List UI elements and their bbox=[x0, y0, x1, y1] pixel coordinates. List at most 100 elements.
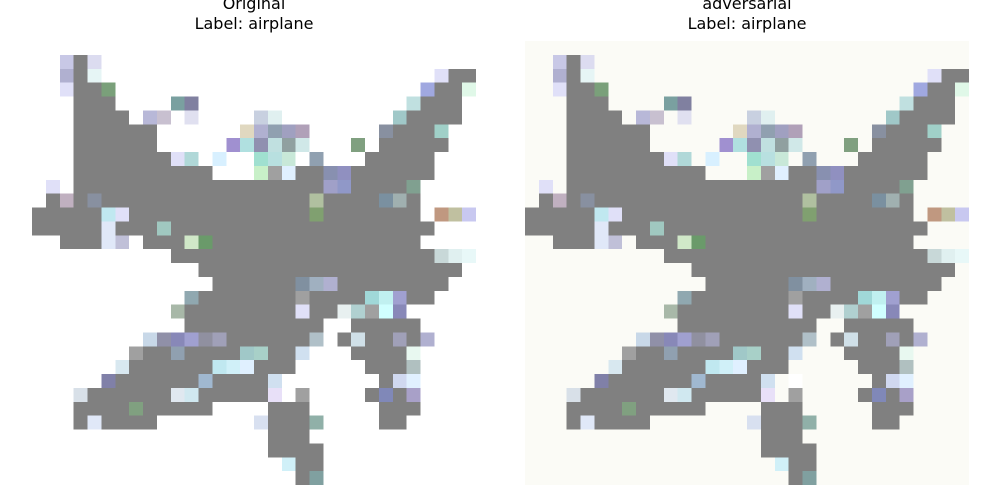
adversarial-airplane-body bbox=[566, 110, 623, 125]
original-pixel bbox=[309, 332, 324, 347]
adversarial-pixel bbox=[636, 110, 650, 125]
original-pixel bbox=[406, 179, 421, 194]
original-airplane-body bbox=[378, 401, 421, 416]
original-airplane-body bbox=[73, 152, 171, 166]
adversarial-pixel bbox=[788, 124, 803, 139]
adversarial-airplane-body bbox=[636, 346, 803, 361]
original-airplane-body bbox=[267, 401, 310, 416]
adversarial-pixel bbox=[733, 138, 747, 152]
adversarial-airplane-body bbox=[830, 332, 914, 347]
original-pixel bbox=[115, 235, 130, 250]
adversarial-pixel bbox=[899, 387, 914, 402]
adversarial-pixel bbox=[733, 124, 747, 139]
adversarial-pixel bbox=[885, 304, 900, 319]
adversarial-pixel bbox=[774, 457, 789, 472]
original-pixel bbox=[254, 346, 268, 361]
original-pixel bbox=[129, 346, 143, 361]
original-pixel bbox=[267, 124, 282, 139]
adversarial-pixel bbox=[788, 387, 803, 402]
original-label: Label: airplane bbox=[194, 14, 314, 33]
adversarial-pixel bbox=[899, 374, 914, 388]
adversarial-pixel bbox=[649, 221, 664, 236]
adversarial-pixel bbox=[802, 276, 817, 291]
adversarial-airplane-body bbox=[871, 138, 942, 152]
adversarial-airplane-body bbox=[566, 179, 747, 194]
adversarial-airplane-body bbox=[760, 415, 803, 430]
adversarial-airplane-body bbox=[566, 138, 650, 152]
adversarial-pixel bbox=[885, 290, 900, 305]
original-pixel bbox=[281, 152, 296, 166]
original-pixel bbox=[59, 68, 74, 83]
adversarial-pixel bbox=[830, 304, 845, 319]
original-pixel bbox=[170, 346, 185, 361]
original-pixel bbox=[101, 221, 116, 236]
original-pixel bbox=[295, 138, 310, 152]
adversarial-airplane-body bbox=[566, 96, 609, 111]
adversarial-pixel bbox=[774, 165, 789, 180]
adversarial-pixel bbox=[955, 207, 969, 222]
original-pixel bbox=[59, 193, 74, 208]
original-pixel bbox=[351, 138, 365, 152]
original-pixel bbox=[378, 304, 393, 319]
original-pixel bbox=[59, 82, 74, 97]
original-pixel bbox=[392, 374, 407, 388]
original-pixel bbox=[240, 138, 254, 152]
adversarial-pixel bbox=[733, 360, 747, 374]
adversarial-pixel bbox=[913, 332, 928, 347]
adversarial-pixel bbox=[802, 471, 817, 485]
original-pixel bbox=[365, 304, 379, 319]
original-pixel bbox=[392, 193, 407, 208]
original-pixel bbox=[281, 457, 296, 472]
original-pixel bbox=[406, 374, 421, 388]
adversarial-pixel bbox=[677, 290, 692, 305]
adversarial-pixel bbox=[913, 82, 928, 97]
adversarial-pixel bbox=[816, 179, 831, 194]
adversarial-pixel bbox=[802, 332, 817, 347]
original-pixel bbox=[129, 401, 143, 416]
original-airplane-body bbox=[73, 138, 157, 152]
original-airplane-body bbox=[73, 415, 157, 430]
original-pixel bbox=[406, 96, 421, 111]
original-airplane-body bbox=[73, 110, 130, 125]
adversarial-pixel bbox=[858, 304, 872, 319]
adversarial-pixel bbox=[677, 332, 692, 347]
original-pixel bbox=[212, 152, 227, 166]
original-pixel bbox=[170, 304, 185, 319]
adversarial-pixel bbox=[760, 110, 775, 125]
original-pixel bbox=[406, 346, 421, 361]
original-pixel bbox=[323, 179, 338, 194]
original-airplane-body bbox=[351, 346, 421, 361]
adversarial-pixel bbox=[705, 332, 720, 347]
adversarial-pixel bbox=[580, 193, 595, 208]
adversarial-airplane-body bbox=[913, 96, 956, 111]
original-airplane-body bbox=[420, 96, 463, 111]
original-pixel bbox=[254, 138, 268, 152]
original-airplane-body bbox=[406, 110, 463, 125]
original-pixel bbox=[337, 165, 352, 180]
original-airplane-body bbox=[73, 179, 254, 194]
adversarial-pixel bbox=[927, 68, 942, 83]
adversarial-pixel bbox=[663, 304, 678, 319]
adversarial-pixel bbox=[774, 152, 789, 166]
adversarial-pixel bbox=[733, 346, 747, 361]
adversarial-airplane-body bbox=[844, 318, 914, 333]
adversarial-airplane-body bbox=[858, 152, 928, 166]
original-airplane-body bbox=[267, 415, 310, 430]
adversarial-pixel bbox=[830, 179, 845, 194]
adversarial-pixel bbox=[608, 360, 623, 374]
adversarial-pixel bbox=[788, 138, 803, 152]
adversarial-pixel bbox=[885, 193, 900, 208]
adversarial-airplane-body bbox=[691, 263, 956, 277]
adversarial-pixel bbox=[691, 374, 706, 388]
original-airplane-body bbox=[337, 332, 421, 347]
adversarial-pixel bbox=[802, 415, 817, 430]
adversarial-pixel bbox=[871, 387, 886, 402]
adversarial-pixel bbox=[788, 374, 803, 388]
adversarial-pixel bbox=[816, 165, 831, 180]
original-airplane-body bbox=[73, 82, 102, 97]
adversarial-pixel bbox=[747, 110, 761, 125]
adversarial-pixel bbox=[747, 415, 761, 430]
original-pixel bbox=[434, 249, 449, 263]
original-pixel bbox=[295, 276, 310, 291]
original-pixel bbox=[101, 235, 116, 250]
